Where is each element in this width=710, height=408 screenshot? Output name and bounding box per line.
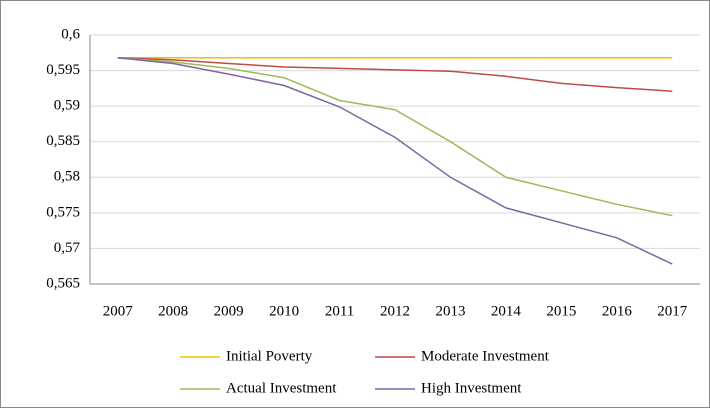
- y-tick-label: 0,57: [54, 240, 81, 256]
- x-tick-label: 2016: [602, 303, 633, 319]
- legend-label: Actual Investment: [226, 380, 337, 396]
- y-tick-label: 0,6: [61, 26, 80, 42]
- x-tick-label: 2012: [380, 303, 410, 319]
- x-tick-label: 2011: [325, 303, 354, 319]
- x-tick-label: 2008: [158, 303, 188, 319]
- x-tick-label: 2007: [103, 303, 134, 319]
- x-tick-label: 2017: [657, 303, 688, 319]
- y-tick-label: 0,59: [54, 98, 80, 114]
- x-tick-label: 2009: [214, 303, 244, 319]
- y-tick-label: 0,575: [46, 204, 80, 220]
- y-tick-label: 0,565: [46, 275, 80, 291]
- legend-label: Moderate Investment: [421, 348, 550, 364]
- y-tick-label: 0,585: [46, 133, 80, 149]
- series-line: [117, 57, 673, 217]
- y-tick-label: 0,595: [46, 62, 80, 78]
- legend-label: High Investment: [421, 380, 522, 396]
- y-tick-label: 0,58: [54, 169, 80, 185]
- x-tick-label: 2010: [269, 303, 299, 319]
- legend-label: Initial Poverty: [226, 348, 313, 364]
- x-tick-label: 2013: [435, 303, 465, 319]
- x-tick-label: 2014: [491, 303, 522, 319]
- series-line: [117, 57, 673, 92]
- x-tick-label: 2015: [546, 303, 576, 319]
- series-line: [117, 57, 673, 265]
